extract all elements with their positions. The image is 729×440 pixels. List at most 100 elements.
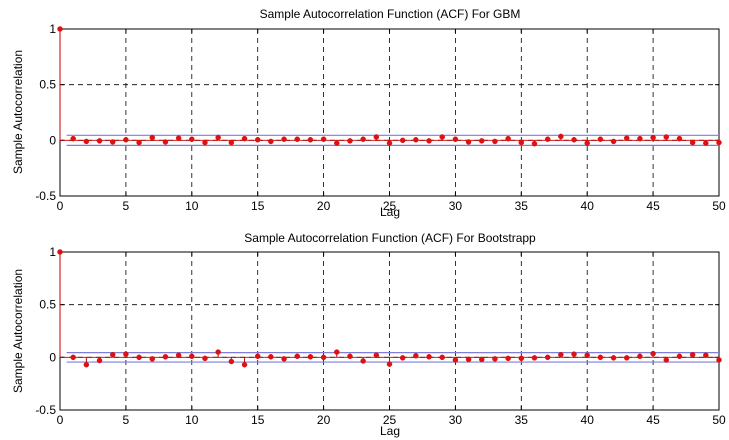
acf-point (584, 140, 590, 146)
acf-point (637, 135, 643, 142)
acf-point (268, 354, 274, 360)
acf-point (465, 356, 472, 363)
stem-markers (57, 26, 722, 147)
acf-point (386, 140, 393, 146)
acf-point (597, 354, 604, 361)
acf-point (281, 356, 287, 362)
acf-point (597, 136, 604, 142)
acf-point (254, 137, 261, 143)
acf-point (716, 357, 722, 363)
acf-point (373, 352, 380, 358)
x-tick-label: 25 (383, 413, 397, 427)
acf-point (136, 354, 142, 361)
acf-point (96, 357, 103, 364)
acf-chart-bootstrapp: Sample Autocorrelation Function (ACF) Fo… (11, 231, 726, 438)
x-tick-label: 30 (449, 199, 463, 213)
x-axis-label: Lag (380, 205, 400, 219)
acf-point (465, 139, 472, 145)
acf-point (650, 350, 656, 357)
acf-point (689, 139, 696, 146)
x-tick-label: 0 (57, 199, 64, 213)
acf-point (439, 134, 445, 140)
acf-point (386, 361, 393, 367)
chart-title: Sample Autocorrelation Function (ACF) Fo… (260, 7, 521, 21)
acf-point (650, 134, 656, 141)
acf-point (426, 138, 432, 144)
x-tick-labels: 0 5 10 15 20 25 30 35 40 45 50 (57, 199, 726, 213)
acf-point (149, 356, 156, 362)
acf-point (689, 351, 696, 358)
acf-point (320, 354, 327, 361)
acf-point (149, 134, 156, 141)
acf-point (505, 355, 511, 362)
x-tick-label: 30 (449, 413, 463, 427)
acf-point (413, 353, 419, 359)
x-tick-label: 10 (185, 199, 199, 213)
acf-point (373, 134, 380, 140)
x-tick-label: 35 (515, 413, 529, 427)
acf-point (518, 355, 525, 362)
x-tick-label: 50 (712, 413, 726, 427)
acf-point (123, 351, 129, 357)
y-tick-label: 1 (49, 245, 56, 259)
acf-point (83, 361, 90, 368)
acf-point (57, 249, 63, 255)
acf-point (703, 140, 709, 146)
acf-point (334, 140, 340, 146)
acf-point (623, 355, 630, 361)
acf-point (531, 140, 538, 147)
y-tick-label: 0 (49, 133, 56, 147)
acf-point (399, 355, 406, 361)
acf-point (175, 352, 182, 358)
acf-point (241, 135, 248, 142)
x-tick-label: 5 (123, 199, 130, 213)
acf-point (716, 139, 722, 146)
x-tick-label: 20 (317, 199, 331, 213)
y-tick-labels: -0.5 0 0.5 1 (35, 245, 56, 417)
acf-point (426, 354, 432, 360)
acf-point (439, 354, 445, 361)
y-tick-label: 1 (49, 22, 56, 36)
acf-point (347, 353, 353, 360)
x-tick-label: 15 (251, 199, 265, 213)
acf-point (254, 353, 261, 360)
x-tick-label: 45 (646, 199, 660, 213)
acf-point (479, 138, 485, 144)
acf-point (215, 134, 221, 141)
acf-point (202, 355, 208, 362)
acf-point (703, 352, 709, 358)
acf-point (228, 139, 235, 146)
acf-point (505, 135, 511, 142)
acf-point (70, 354, 76, 361)
stem-markers (57, 249, 722, 368)
acf-point (518, 139, 525, 146)
acf-point (492, 138, 498, 145)
acf-point (109, 139, 116, 145)
x-tick-label: 50 (712, 199, 726, 213)
acf-point (492, 356, 498, 362)
acf-point (663, 134, 670, 140)
acf-point (584, 352, 590, 358)
acf-point (558, 133, 564, 140)
acf-point (623, 135, 630, 141)
acf-point (162, 139, 169, 145)
acf-point (83, 138, 90, 145)
acf-point (676, 135, 683, 142)
acf-point (452, 357, 459, 363)
acf-point (307, 354, 314, 360)
acf-point (399, 137, 406, 144)
acf-point (334, 349, 340, 355)
x-axis-label: Lag (380, 424, 400, 438)
x-tick-labels: 0 5 10 15 20 25 30 35 40 45 50 (57, 413, 726, 427)
acf-point (294, 136, 300, 142)
y-axis-label: Sample Autocorrelation (11, 269, 25, 393)
acf-point (610, 138, 617, 145)
plot-area (59, 251, 720, 411)
acf-point (307, 137, 314, 143)
acf-point (479, 356, 485, 363)
acf-point (175, 135, 182, 141)
y-tick-label: -0.5 (35, 189, 56, 203)
acf-point (360, 358, 366, 364)
acf-point (571, 137, 577, 143)
